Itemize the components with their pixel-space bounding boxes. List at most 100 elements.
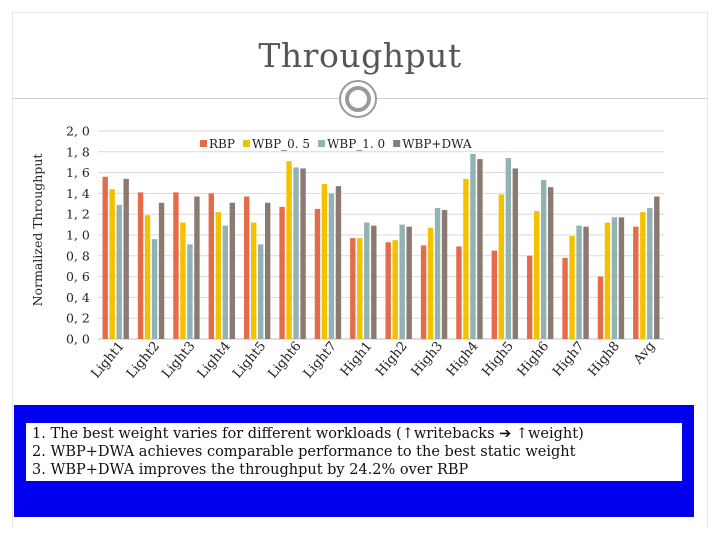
bar	[604, 222, 611, 339]
y-tick-label: 0, 0	[66, 332, 90, 347]
legend-label: WBP_0. 5	[252, 137, 310, 151]
bar	[293, 167, 299, 339]
summary-line-2: 2. WBP+DWA achieves comparable performan…	[32, 444, 576, 460]
bar	[215, 212, 222, 339]
frame-left-line	[12, 12, 13, 528]
bar	[576, 225, 582, 339]
bar	[158, 202, 165, 339]
bar	[477, 159, 483, 339]
bar	[427, 227, 434, 339]
y-axis-ticks: 0, 0 0, 2 0, 4 0, 6 0, 8 1, 0 1, 2 1, 4 1, 6 1, 8…	[66, 124, 90, 347]
bar	[633, 226, 639, 339]
x-tick-label: High2	[373, 339, 411, 380]
y-tick-label: 0, 2	[66, 311, 90, 326]
y-tick-label: 1, 8	[66, 144, 90, 159]
x-axis-ticks: Light1Light2Light3Light4Light5Light6Ligh…	[89, 339, 659, 382]
gridlines	[98, 130, 664, 340]
legend-swatch	[200, 140, 207, 147]
throughput-chart: 0, 0 0, 2 0, 4 0, 6 0, 8 1, 0 1, 2 1, 4 1, 6 1, 8…	[30, 124, 664, 382]
bar	[116, 204, 122, 339]
bar	[392, 240, 398, 339]
x-tick-label: Light3	[159, 339, 198, 382]
bar	[300, 168, 306, 339]
bar	[406, 226, 412, 339]
legend-label: RBP	[209, 137, 235, 151]
y-tick-label: 0, 6	[66, 269, 90, 284]
y-axis-label: Normalized Throughput	[30, 154, 45, 307]
legend-label: WBP_1. 0	[327, 137, 385, 151]
x-tick-label: Light1	[89, 339, 128, 382]
bar	[123, 178, 129, 339]
summary-line-3: 3. WBP+DWA improves the throughput by 24…	[32, 462, 469, 478]
bar	[597, 276, 604, 339]
bar	[562, 257, 568, 339]
bar	[151, 239, 158, 339]
summary-panel: 1. The best weight varies for different …	[26, 423, 682, 481]
frame-right-line	[707, 12, 708, 528]
bar	[547, 187, 554, 339]
bar	[321, 184, 328, 339]
bar	[540, 179, 547, 339]
bar	[491, 250, 498, 339]
x-tick-label: Avg	[630, 339, 658, 368]
bar	[194, 196, 200, 339]
x-tick-label: High3	[409, 339, 447, 380]
bar	[420, 245, 427, 339]
x-tick-label: Light5	[230, 339, 269, 382]
bar	[173, 192, 179, 339]
x-tick-label: Light7	[301, 339, 340, 382]
bar	[328, 193, 335, 339]
x-tick-label: High7	[550, 339, 588, 380]
bar	[434, 207, 441, 339]
bar	[505, 158, 512, 339]
bar	[264, 202, 271, 339]
bar	[279, 206, 285, 339]
bar	[611, 217, 618, 339]
bar	[470, 153, 476, 339]
y-tick-label: 1, 0	[66, 228, 90, 243]
bar	[526, 255, 533, 339]
x-tick-label: Light6	[266, 339, 305, 382]
bar	[385, 242, 391, 339]
bar	[350, 238, 356, 339]
x-tick-label: High5	[479, 339, 517, 380]
bar	[208, 193, 215, 339]
summary-box: 1. The best weight varies for different …	[14, 405, 694, 517]
title-ring-ornament	[339, 80, 377, 118]
bar	[109, 189, 115, 339]
bar	[463, 178, 469, 339]
x-tick-label: High6	[515, 339, 553, 380]
y-tick-label: 1, 2	[66, 207, 90, 222]
x-tick-label: Light4	[195, 339, 234, 382]
bar	[654, 196, 660, 339]
frame-top-line	[12, 12, 708, 13]
bar	[364, 222, 370, 339]
x-tick-label: High4	[444, 339, 482, 380]
bar	[583, 226, 589, 339]
y-tick-label: 2, 0	[66, 124, 90, 139]
bar	[257, 244, 264, 339]
bar	[399, 224, 405, 339]
legend-swatch	[318, 140, 326, 147]
bar	[187, 244, 193, 339]
bar	[456, 246, 462, 339]
y-tick-label: 1, 6	[66, 165, 90, 180]
bar	[498, 194, 505, 339]
bar	[102, 176, 108, 339]
bar	[533, 211, 540, 339]
x-tick-label: High8	[585, 339, 623, 380]
bar	[357, 238, 363, 339]
bar	[512, 168, 519, 339]
y-tick-label: 1, 4	[66, 186, 90, 201]
legend: RBP WBP_0. 5 WBP_1. 0 WBP+DWA	[200, 137, 472, 151]
bar	[618, 217, 625, 339]
x-tick-label: High1	[338, 339, 376, 380]
bar	[640, 212, 646, 339]
legend-swatch	[393, 140, 401, 147]
summary-line-1: 1. The best weight varies for different …	[32, 426, 584, 442]
bar	[250, 222, 257, 339]
bar	[229, 202, 236, 339]
bar	[144, 215, 151, 339]
x-tick-label: Light2	[124, 339, 163, 382]
y-tick-label: 0, 4	[66, 290, 90, 305]
